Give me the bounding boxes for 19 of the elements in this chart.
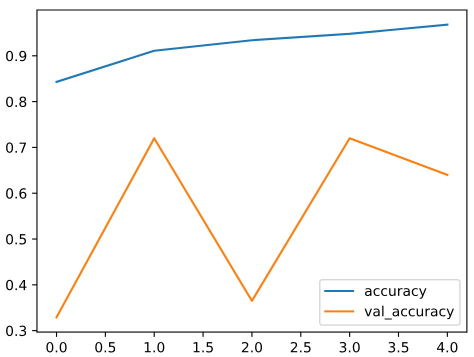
x-tick-label: 1.0	[144, 342, 164, 352]
y-tick-label: 0.3	[6, 326, 26, 336]
y-tick-label: 0.5	[6, 234, 26, 244]
y-tick-label: 0.4	[6, 280, 26, 290]
line-series	[55, 24, 448, 83]
y-tick-label: 0.7	[6, 142, 26, 153]
legend-label: accuracy	[365, 288, 426, 299]
x-tick-label: 2.0	[242, 342, 262, 352]
x-tick-label: 1.5	[194, 342, 213, 352]
y-tick-label: 0.9	[6, 50, 26, 62]
x-tick-label: 3.5	[388, 342, 408, 352]
legend-label: val_accuracy	[364, 306, 454, 320]
x-tick-label: 4.0	[436, 342, 458, 352]
y-tick-label: 0.6	[6, 188, 26, 199]
y-tick-label: 0.8	[6, 96, 26, 108]
x-tick-label: 3.0	[340, 342, 360, 352]
x-tick-label: 0.0	[46, 342, 67, 352]
x-tick-label: 0.5	[95, 342, 116, 352]
x-tick-label: 2.5	[290, 342, 311, 352]
